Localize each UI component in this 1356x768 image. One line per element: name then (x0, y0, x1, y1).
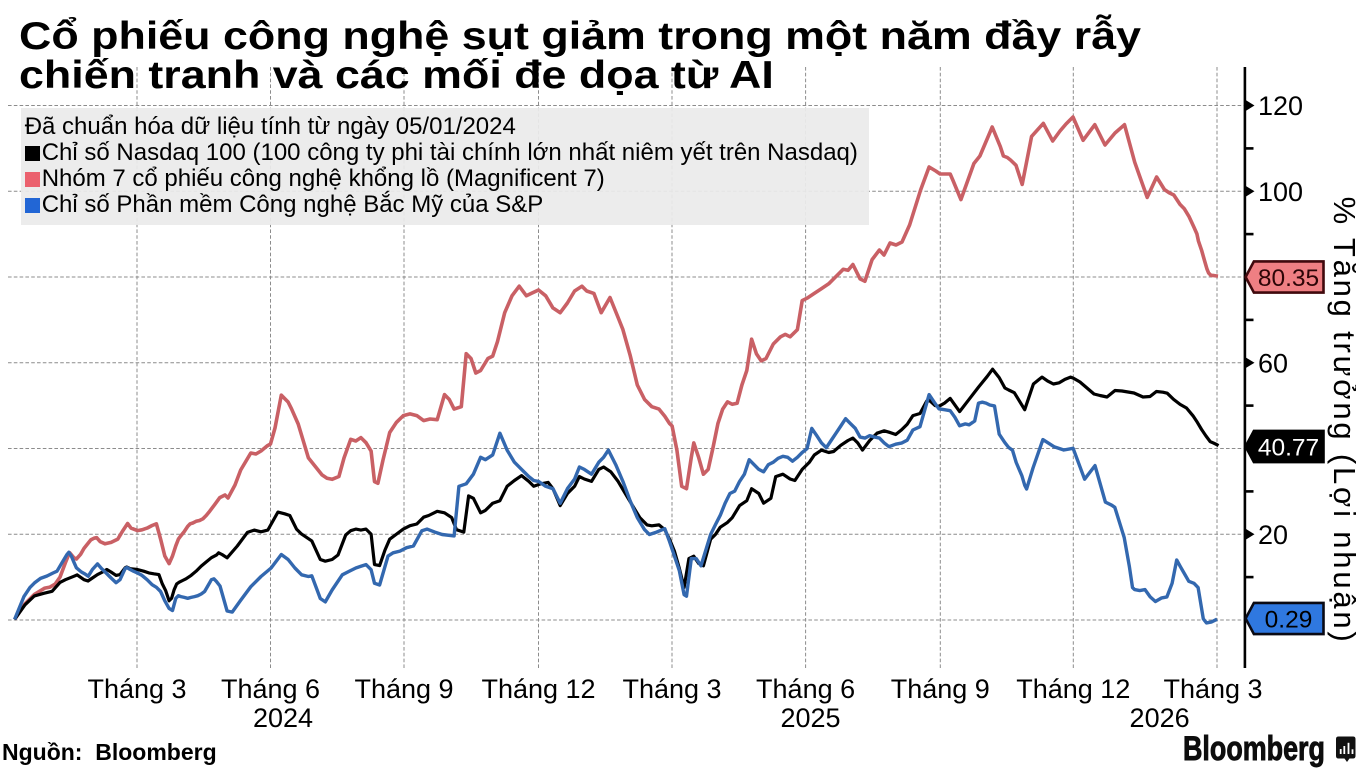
svg-text:Tháng 9: Tháng 9 (354, 674, 453, 704)
svg-text:2025: 2025 (780, 703, 840, 733)
svg-text:2024: 2024 (253, 703, 313, 733)
svg-text:Tháng 9: Tháng 9 (891, 674, 990, 704)
svg-text:Tháng 12: Tháng 12 (1016, 674, 1130, 704)
svg-text:60: 60 (1258, 348, 1288, 378)
svg-text:Tháng 3: Tháng 3 (1163, 674, 1262, 704)
svg-text:40.77: 40.77 (1258, 434, 1319, 461)
svg-text:Tháng 12: Tháng 12 (481, 674, 595, 704)
svg-text:Tháng 6: Tháng 6 (756, 674, 855, 704)
svg-text:0.29: 0.29 (1265, 606, 1313, 633)
svg-text:% Tăng trưởng (Lợi nhuận): % Tăng trưởng (Lợi nhuận) (1327, 197, 1356, 645)
svg-text:100: 100 (1258, 177, 1303, 207)
svg-text:Tháng 3: Tháng 3 (622, 674, 721, 704)
svg-text:2026: 2026 (1130, 703, 1190, 733)
svg-text:20: 20 (1258, 520, 1288, 550)
svg-text:Tháng 3: Tháng 3 (87, 674, 186, 704)
svg-text:Bloomberg: Bloomberg (1183, 729, 1325, 768)
svg-text:80.35: 80.35 (1258, 265, 1319, 292)
svg-text:120: 120 (1258, 91, 1303, 121)
svg-text:Tháng 6: Tháng 6 (221, 674, 320, 704)
